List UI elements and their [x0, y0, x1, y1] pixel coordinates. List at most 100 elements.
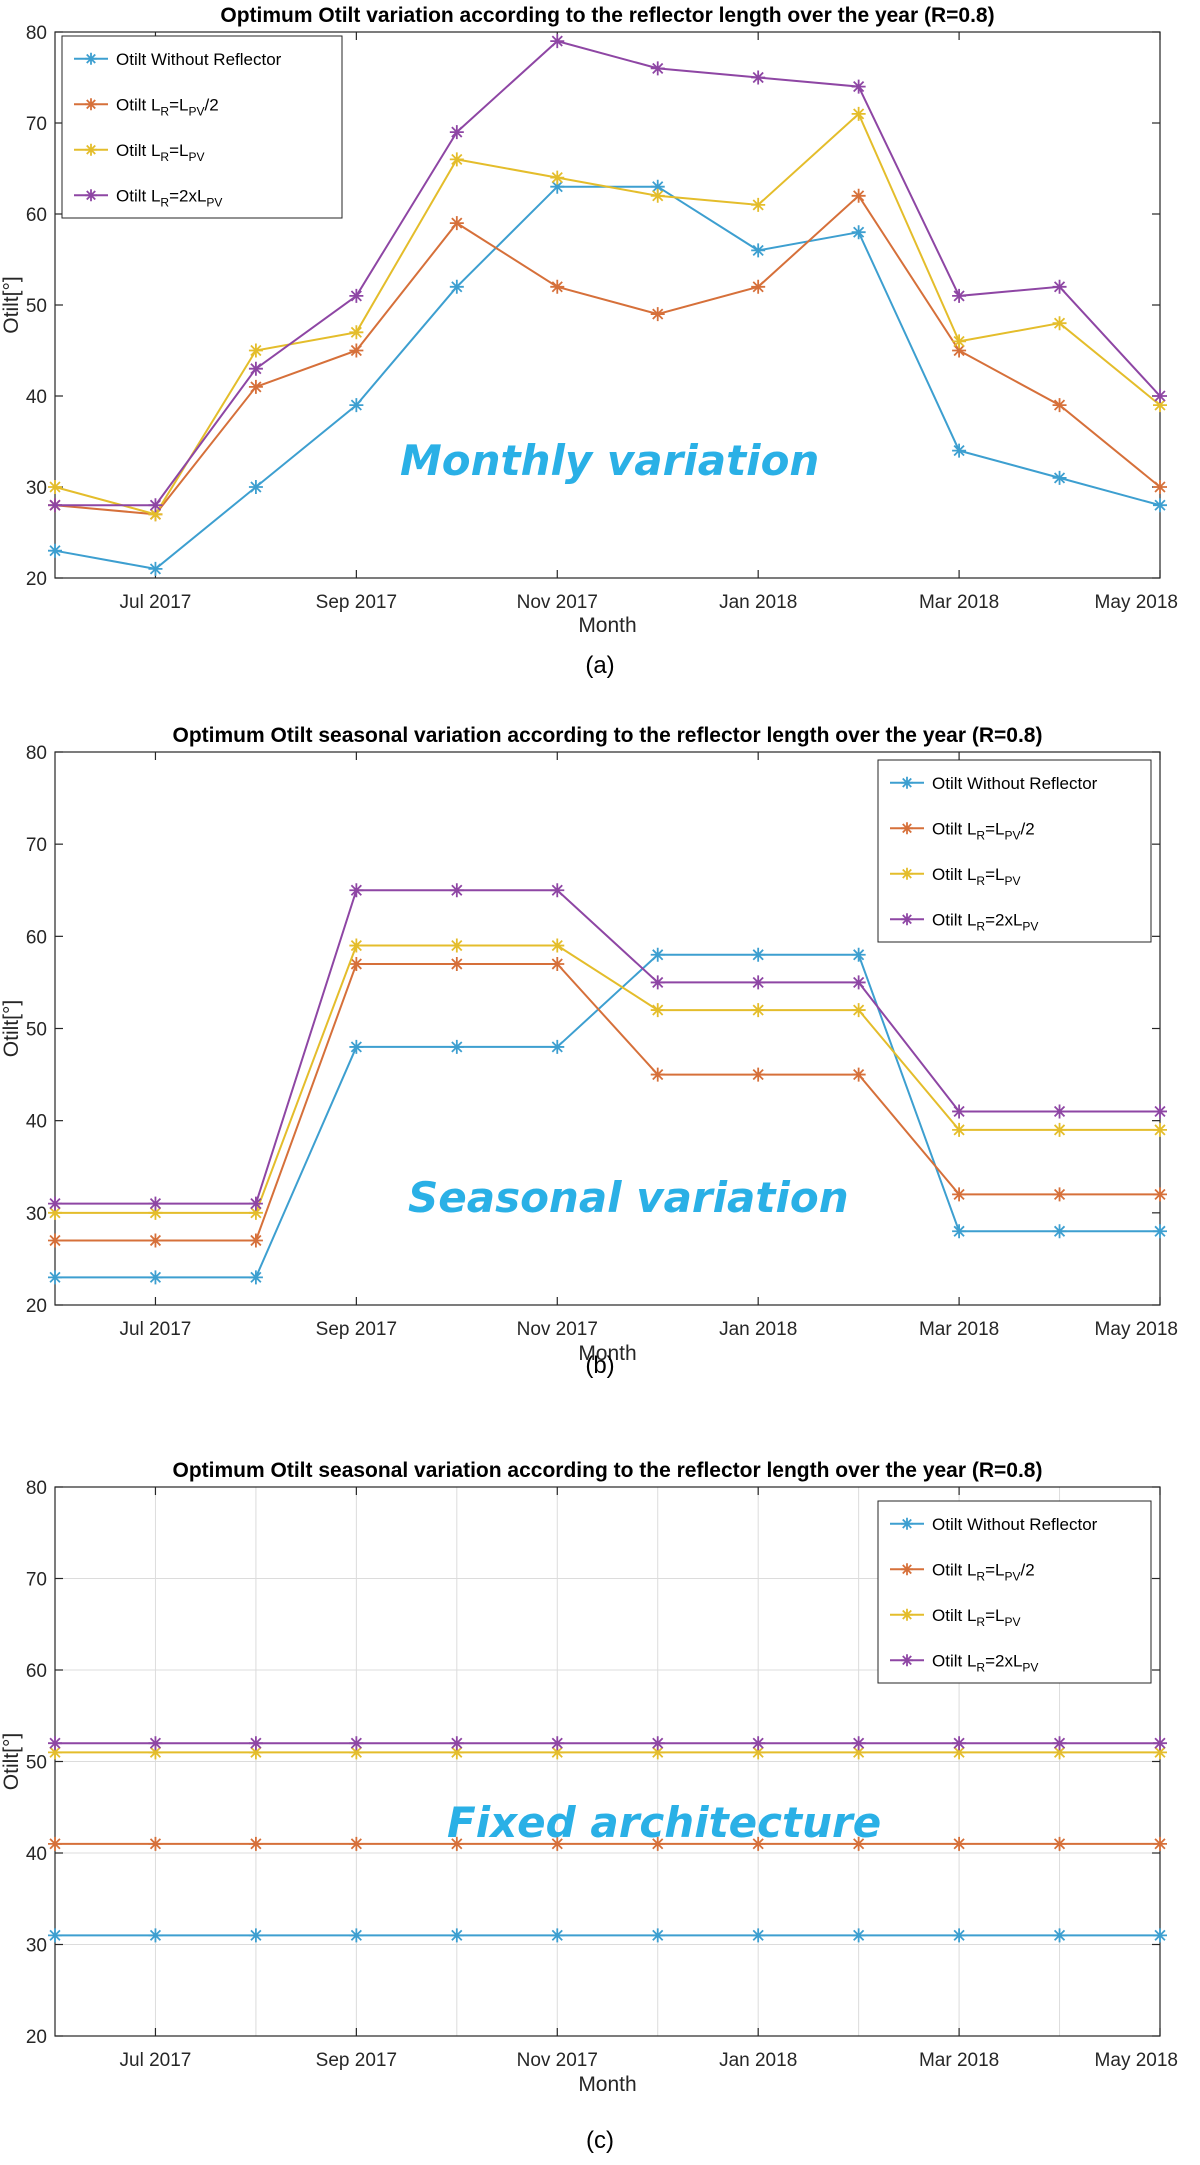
- data-point: [751, 1067, 766, 1082]
- data-point: [349, 1736, 364, 1751]
- data-point: [751, 243, 766, 258]
- data-point: [851, 79, 866, 94]
- y-tick-label: 60: [26, 1661, 47, 1682]
- data-point: [1153, 1836, 1167, 1851]
- data-point: [1052, 279, 1067, 294]
- chart-c: Optimum Otilt seasonal variation accordi…: [0, 1459, 1178, 2096]
- data-point: [1052, 1736, 1067, 1751]
- x-tick-label: Nov 2017: [517, 2050, 598, 2071]
- series-line: [55, 953, 1160, 1279]
- data-point: [449, 938, 464, 953]
- data-point: [851, 1745, 866, 1760]
- data-point: [48, 543, 62, 558]
- data-point: [248, 1196, 263, 1211]
- data-point: [148, 507, 163, 522]
- data-point: [349, 956, 364, 971]
- data-point: [851, 975, 866, 990]
- x-tick-label: Jan 2018: [719, 592, 797, 613]
- series-line: [54, 112, 1161, 516]
- y-tick-label: 30: [26, 1936, 47, 1957]
- legend-label: Otilt LR=2xLPV: [932, 910, 1038, 933]
- data-point: [650, 61, 665, 76]
- data-point: [349, 1745, 364, 1760]
- data-point: [349, 343, 364, 358]
- y-tick-label: 70: [26, 114, 47, 135]
- x-tick-label: Jul 2017: [120, 1319, 192, 1340]
- data-point: [952, 1122, 967, 1137]
- data-point: [48, 1205, 62, 1220]
- chart-title: Optimum Otilt seasonal variation accordi…: [173, 724, 1043, 747]
- data-point: [449, 1745, 464, 1760]
- data-point: [550, 1039, 565, 1054]
- x-axis-label: Month: [578, 614, 636, 637]
- data-point: [1153, 398, 1167, 413]
- data-point: [851, 225, 866, 240]
- legend-label: Otilt LR=LPV: [932, 1606, 1020, 1629]
- data-point: [952, 1928, 967, 1943]
- chart-panel-a: Optimum Otilt variation according to the…: [0, 0, 1200, 700]
- data-point: [851, 188, 866, 203]
- legend-item: Otilt LR=2xLPV: [890, 910, 1038, 933]
- series-1: [48, 947, 1167, 1285]
- y-tick-label: 80: [26, 743, 47, 764]
- legend: Otilt Without Reflector Otilt LR=LPV/2 Oti…: [61, 35, 343, 219]
- y-tick-label: 40: [26, 1112, 47, 1133]
- legend-item: Otilt LR=LPV: [890, 865, 1020, 888]
- y-tick-label: 70: [26, 835, 47, 856]
- data-point: [851, 1736, 866, 1751]
- data-point: [650, 947, 665, 962]
- data-point: [550, 170, 565, 185]
- data-point: [952, 443, 967, 458]
- y-tick-label: 30: [26, 1204, 47, 1225]
- x-tick-label: Jan 2018: [719, 2050, 797, 2071]
- legend-item: Otilt LR=LPV: [890, 1606, 1020, 1629]
- data-point: [952, 288, 967, 303]
- data-point: [851, 1836, 866, 1851]
- data-point: [349, 1928, 364, 1943]
- series-line: [55, 962, 1160, 1242]
- legend-label: Otilt LR=LPV: [116, 141, 204, 164]
- data-point: [650, 1003, 665, 1018]
- data-point: [349, 288, 364, 303]
- data-point: [751, 1003, 766, 1018]
- y-tick-label: 20: [26, 2027, 47, 2048]
- data-point: [550, 1736, 565, 1751]
- y-tick-label: 40: [26, 387, 47, 408]
- data-point: [248, 1745, 263, 1760]
- chart-title: Optimum Otilt variation according to the…: [220, 4, 994, 27]
- data-point: [349, 325, 364, 340]
- x-tick-label: Mar 2018: [919, 592, 999, 613]
- annotation-text: Seasonal variation: [408, 1173, 849, 1222]
- data-point: [48, 498, 62, 513]
- data-point: [1153, 498, 1167, 513]
- x-tick-label: Mar 2018: [919, 2050, 999, 2071]
- data-point: [148, 561, 163, 576]
- legend-item: Otilt Without Reflector: [890, 1515, 1098, 1534]
- data-point: [851, 1003, 866, 1018]
- data-point: [449, 1736, 464, 1751]
- legend-label: Otilt LR=2xLPV: [116, 186, 222, 209]
- legend: Otilt Without Reflector Otilt LR=LPV/2 Oti…: [877, 759, 1152, 943]
- series-line: [55, 944, 1160, 1214]
- data-point: [751, 70, 766, 85]
- caption-a: (a): [585, 652, 615, 679]
- x-tick-label: Sep 2017: [316, 592, 397, 613]
- data-point: [851, 1928, 866, 1943]
- data-point: [148, 1928, 163, 1943]
- legend-item: Otilt Without Reflector: [890, 774, 1098, 793]
- data-point: [1052, 398, 1067, 413]
- data-point: [48, 1745, 62, 1760]
- data-point: [851, 1067, 866, 1082]
- data-point: [1153, 1122, 1167, 1137]
- legend-box: [877, 1500, 1152, 1684]
- data-point: [650, 1928, 665, 1943]
- y-tick-label: 50: [26, 1753, 47, 1774]
- data-point: [952, 343, 967, 358]
- data-point: [751, 197, 766, 212]
- data-point: [550, 279, 565, 294]
- data-point: [1153, 1928, 1167, 1943]
- y-tick-label: 80: [26, 1478, 47, 1499]
- data-point: [1153, 389, 1167, 403]
- legend-label: Otilt Without Reflector: [932, 774, 1098, 793]
- data-point: [650, 179, 665, 194]
